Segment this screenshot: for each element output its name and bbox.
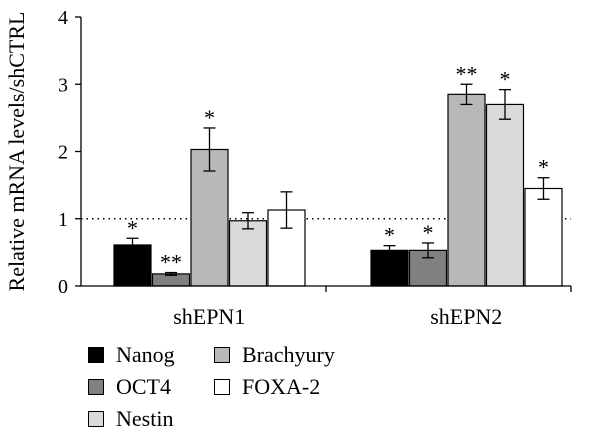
y-tick-label: 4 (58, 7, 68, 29)
legend-label: Nestin (116, 406, 174, 431)
bar-nestin-shepn1 (228, 220, 268, 287)
bar-nestin-shepn2 (485, 103, 525, 287)
bar-foxa2-shepn2 (524, 187, 563, 287)
significance-mark: * (538, 155, 549, 180)
y-tick-label: 1 (58, 209, 68, 231)
legend-swatch (214, 379, 230, 395)
significance-mark: ** (160, 250, 182, 275)
x-category-label: shEPN1 (173, 304, 245, 329)
legend-label: Nanog (116, 342, 175, 367)
significance-mark: * (423, 220, 434, 245)
significance-mark: * (500, 67, 511, 92)
legend-label: Brachyury (242, 342, 335, 367)
legend-item-brachyury: Brachyury (214, 342, 335, 368)
significance-mark: * (384, 223, 395, 248)
legend-swatch (214, 347, 230, 363)
significance-mark: * (204, 105, 215, 130)
x-category-label: shEPN2 (430, 304, 502, 329)
significance-mark: * (127, 215, 138, 240)
legend-swatch (88, 347, 104, 363)
legend-swatch (88, 411, 104, 427)
bar-chart: Relative mRNA levels/shCTRL * ******* ** 0… (4, 7, 572, 329)
legend-label: FOXA-2 (242, 374, 321, 399)
y-tick-label: 2 (58, 142, 68, 164)
bar-nanog-shepn2 (370, 249, 409, 287)
legend-label: OCT4 (116, 374, 171, 399)
bar-brachyury-shepn2 (447, 93, 486, 287)
legend-item-nanog: Nanog (88, 342, 175, 368)
significance-mark: ** (456, 61, 478, 86)
legend-item-oct4: OCT4 (88, 374, 171, 400)
legend-item-foxa2: FOXA-2 (214, 374, 320, 400)
legend-swatch (88, 379, 104, 395)
legend-item-nestin: Nestin (88, 406, 173, 432)
y-axis-label: Relative mRNA levels/shCTRL (4, 12, 29, 292)
y-tick-label: 3 (58, 74, 68, 96)
y-tick-label: 0 (58, 276, 68, 298)
bar-brachyury-shepn1 (190, 148, 229, 287)
legend: Nanog OCT4 Nestin Brachyury FOXA-2 (88, 342, 418, 434)
